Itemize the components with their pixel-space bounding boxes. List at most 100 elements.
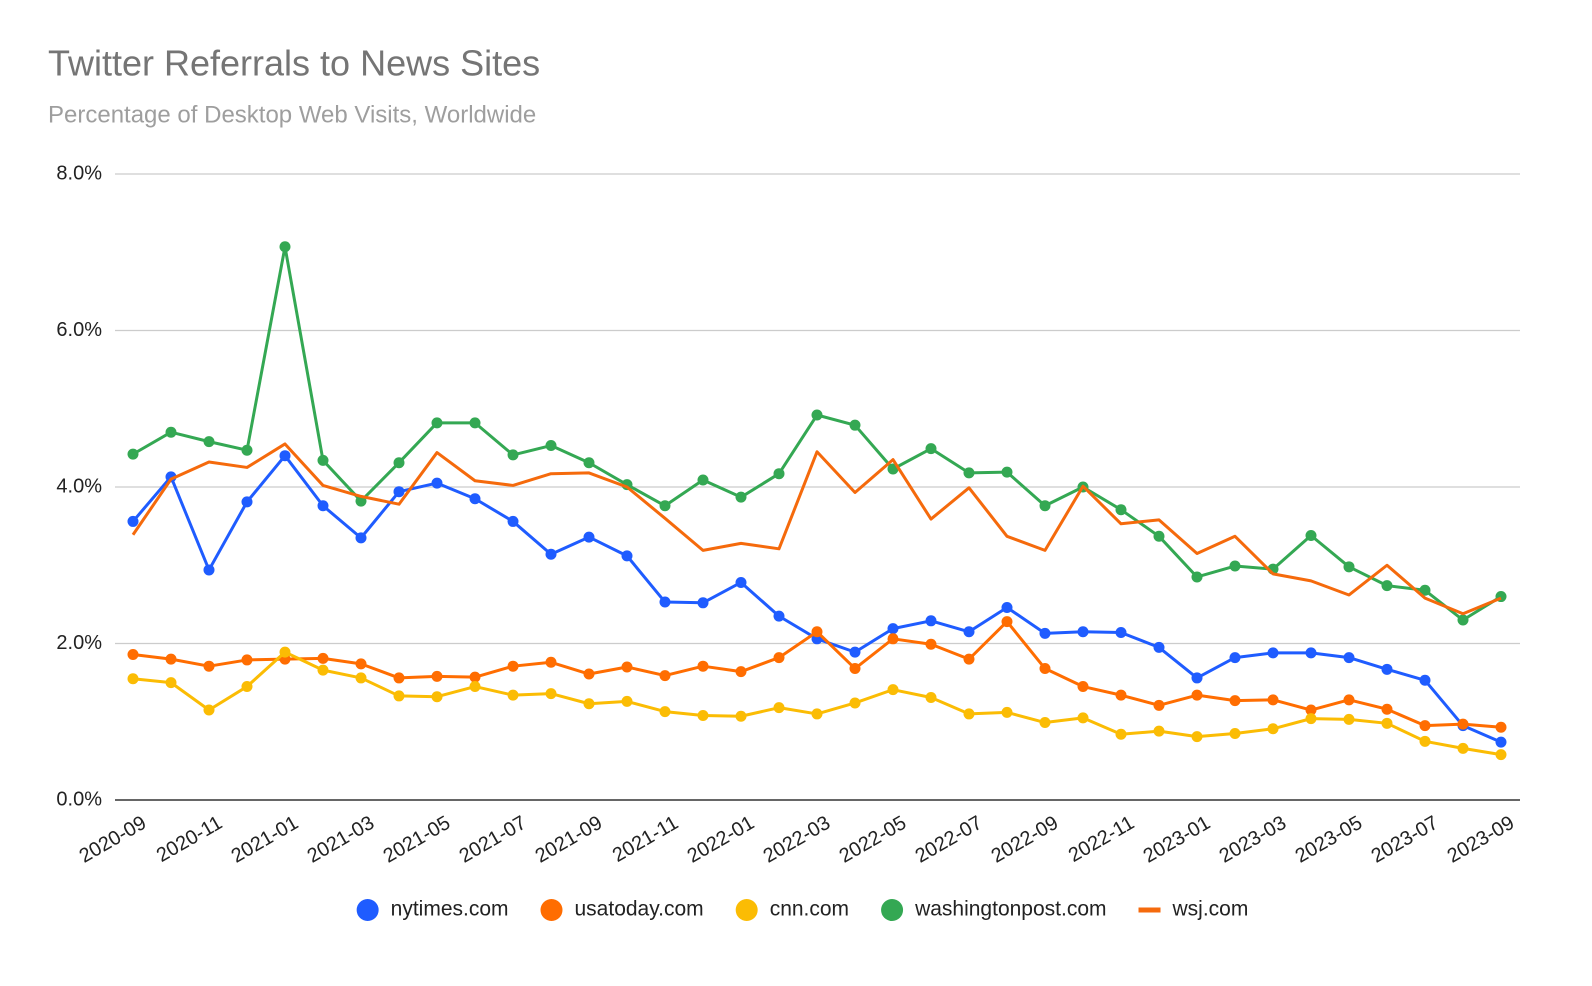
data-point <box>165 471 177 483</box>
y-tick-label: 6.0% <box>56 319 102 341</box>
data-point <box>127 515 139 527</box>
data-point <box>241 654 253 666</box>
data-point <box>469 417 481 429</box>
data-point <box>963 467 975 479</box>
data-point <box>849 419 861 431</box>
legend-label: nytimes.com <box>391 898 509 921</box>
legend-swatch <box>356 899 379 921</box>
data-point <box>317 664 329 676</box>
series-line <box>131 442 1502 616</box>
data-point <box>697 660 709 672</box>
data-point <box>659 500 671 512</box>
data-point <box>1305 713 1317 725</box>
data-point <box>545 440 557 452</box>
data-point <box>1305 647 1317 659</box>
data-point <box>1267 647 1279 659</box>
data-point <box>469 681 481 693</box>
data-point <box>545 656 557 668</box>
data-point <box>1153 530 1165 542</box>
data-point <box>1305 704 1317 716</box>
data-point <box>1343 713 1355 725</box>
data-point <box>621 550 633 562</box>
data-point <box>773 652 785 664</box>
data-point <box>1343 561 1355 573</box>
data-point <box>507 515 519 527</box>
data-point <box>393 457 405 469</box>
data-point <box>925 615 937 627</box>
data-point <box>1229 560 1241 572</box>
data-point <box>1077 712 1089 724</box>
data-point <box>1115 504 1127 516</box>
data-point <box>1229 695 1241 707</box>
data-point <box>1115 689 1127 701</box>
data-point <box>241 444 253 456</box>
data-point <box>849 697 861 709</box>
data-point <box>621 661 633 673</box>
data-point <box>1305 530 1317 542</box>
data-point <box>203 704 215 716</box>
data-point <box>773 702 785 714</box>
data-point <box>1419 674 1431 686</box>
data-point <box>1343 694 1355 706</box>
data-point <box>165 677 177 689</box>
data-point <box>849 646 861 658</box>
data-point <box>1419 720 1431 732</box>
data-point <box>1191 571 1203 583</box>
data-point <box>431 417 443 429</box>
legend-label: cnn.com <box>770 898 849 921</box>
data-point <box>507 449 519 461</box>
data-point <box>849 663 861 675</box>
data-point <box>735 491 747 503</box>
data-point <box>1381 717 1393 729</box>
data-point <box>697 597 709 609</box>
data-point <box>393 690 405 702</box>
chart-title: Twitter Referrals to News Sites <box>48 43 540 84</box>
data-point <box>203 436 215 448</box>
data-point <box>317 652 329 664</box>
data-point <box>1381 580 1393 592</box>
data-point <box>1191 689 1203 701</box>
data-point <box>393 672 405 684</box>
data-point <box>469 493 481 505</box>
y-tick-label: 8.0% <box>56 162 102 184</box>
data-point <box>1153 699 1165 711</box>
data-point <box>925 443 937 455</box>
data-point <box>735 710 747 722</box>
data-point <box>697 709 709 721</box>
data-point <box>1457 742 1469 754</box>
data-point <box>127 448 139 460</box>
data-point <box>811 409 823 421</box>
legend-label: washingtonpost.com <box>914 898 1106 921</box>
data-point <box>241 496 253 508</box>
data-point <box>963 708 975 720</box>
data-point <box>1381 663 1393 675</box>
data-point <box>203 660 215 672</box>
data-point <box>241 681 253 693</box>
data-point <box>1419 584 1431 596</box>
data-point <box>279 450 291 462</box>
data-point <box>963 653 975 665</box>
data-point <box>1495 736 1507 748</box>
data-point <box>1001 602 1013 614</box>
data-point <box>583 457 595 469</box>
data-point <box>1191 672 1203 684</box>
data-point <box>469 671 481 683</box>
data-point <box>355 672 367 684</box>
data-point <box>925 691 937 703</box>
data-point <box>811 708 823 720</box>
y-tick-label: 4.0% <box>56 475 102 497</box>
legend-swatch <box>881 899 904 921</box>
data-point <box>1495 749 1507 761</box>
data-point <box>621 695 633 707</box>
data-point <box>1229 727 1241 739</box>
data-point <box>1077 681 1089 693</box>
data-point <box>431 477 443 489</box>
data-point <box>393 486 405 498</box>
legend-swatch <box>1138 907 1161 913</box>
data-point <box>1153 725 1165 737</box>
data-point <box>545 688 557 700</box>
data-point <box>1039 663 1051 675</box>
